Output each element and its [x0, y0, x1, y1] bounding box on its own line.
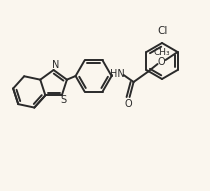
Text: N: N [52, 60, 59, 70]
Text: S: S [61, 95, 67, 105]
Text: O: O [158, 57, 165, 67]
Text: HN: HN [110, 69, 125, 79]
Text: Cl: Cl [158, 26, 168, 36]
Text: O: O [125, 99, 132, 109]
Text: CH₃: CH₃ [154, 48, 170, 57]
